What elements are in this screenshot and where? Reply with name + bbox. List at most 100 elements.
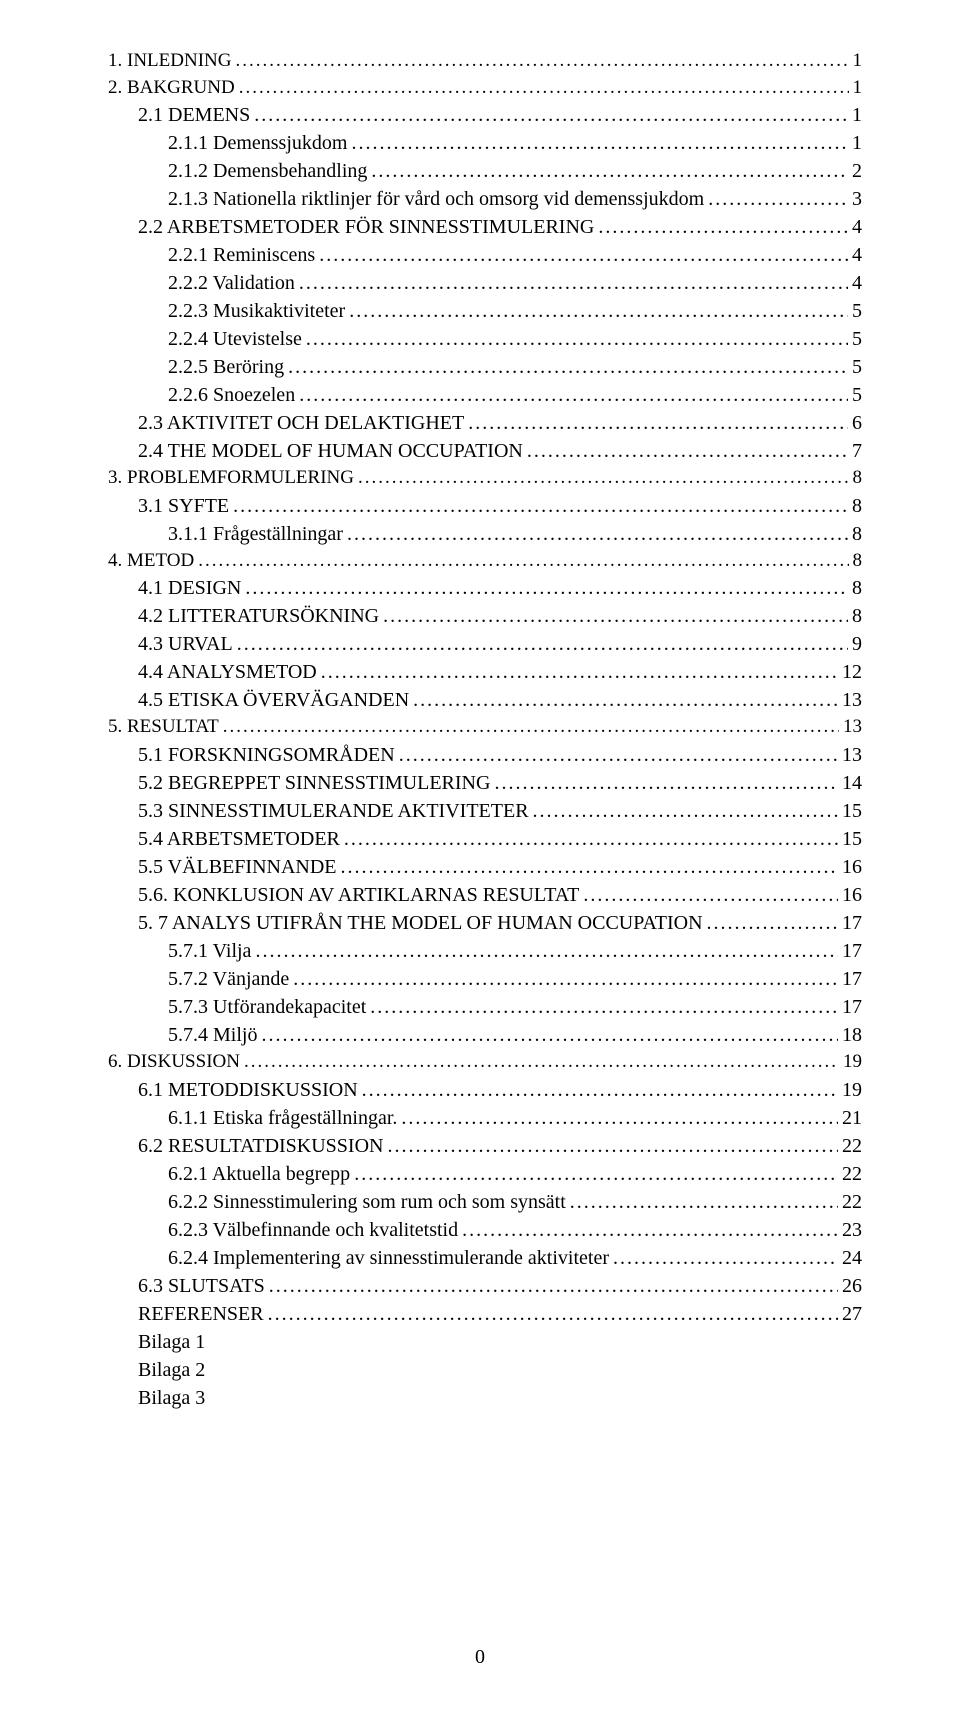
toc-entry-page: 22 xyxy=(842,1160,862,1188)
toc-entry-label: 5.7.3 Utförandekapacitet xyxy=(168,993,366,1021)
toc-leader-dots xyxy=(583,881,838,909)
toc-entry: 5.7.3 Utförandekapacitet17 xyxy=(168,993,862,1021)
document-page: 1. INLEDNING12. BAKGRUND12.1 DEMENS12.1.… xyxy=(0,0,960,1709)
toc-leader-dots xyxy=(261,1021,838,1049)
toc-entry: 6. DISKUSSION19 xyxy=(108,1049,862,1076)
toc-entry-label: 3. PROBLEMFORMULERING xyxy=(108,465,354,492)
toc-entry-page: 8 xyxy=(852,574,862,602)
toc-entry: 4.4 ANALYSMETOD12 xyxy=(138,658,862,686)
toc-entry-page: 9 xyxy=(852,630,862,658)
toc-entry-label: 2.2.2 Validation xyxy=(168,269,295,297)
toc-entry: Bilaga 2 xyxy=(138,1356,862,1384)
toc-entry-label: 2.2.6 Snoezelen xyxy=(168,381,295,409)
toc-entry: 5.4 ARBETSMETODER15 xyxy=(138,825,862,853)
toc-entry-label: 2.1.1 Demenssjukdom xyxy=(168,129,347,157)
toc-entry-page: 21 xyxy=(842,1104,862,1132)
toc-leader-dots xyxy=(245,574,848,602)
toc-entry-label: 6.2.3 Välbefinnande och kvalitetstid xyxy=(168,1216,458,1244)
toc-leader-dots xyxy=(244,1049,839,1076)
toc-entry-label: 2.2.3 Musikaktiviteter xyxy=(168,297,345,325)
toc-entry-page: 8 xyxy=(852,492,862,520)
toc-leader-dots xyxy=(351,129,848,157)
toc-leader-dots xyxy=(349,297,848,325)
toc-entry-page: 22 xyxy=(842,1188,862,1216)
toc-entry: 4.1 DESIGN8 xyxy=(138,574,862,602)
toc-entry-page: 1 xyxy=(853,48,863,75)
toc-entry: 5.3 SINNESSTIMULERANDE AKTIVITETER15 xyxy=(138,797,862,825)
toc-entry-label: 4.5 ETISKA ÖVERVÄGANDEN xyxy=(138,686,409,714)
toc-entry: 2.2.5 Beröring5 xyxy=(168,353,862,381)
toc-entry-label: 6.2.1 Aktuella begrepp xyxy=(168,1160,350,1188)
toc-entry-page: 19 xyxy=(842,1076,862,1104)
toc-leader-dots xyxy=(299,269,848,297)
toc-entry-label: 2.4 THE MODEL OF HUMAN OCCUPATION xyxy=(138,437,523,465)
toc-entry-label: Bilaga 2 xyxy=(138,1356,205,1384)
toc-entry: 2.2.1 Reminiscens4 xyxy=(168,241,862,269)
toc-entry: 5.6. KONKLUSION AV ARTIKLARNAS RESULTAT1… xyxy=(138,881,862,909)
toc-leader-dots xyxy=(306,325,848,353)
toc-entry-page: 7 xyxy=(852,437,862,465)
toc-entry-page: 5 xyxy=(852,297,862,325)
toc-entry-page: 1 xyxy=(852,129,862,157)
toc-entry: 4.5 ETISKA ÖVERVÄGANDEN 13 xyxy=(138,686,862,714)
toc-entry-page: 12 xyxy=(842,658,862,686)
toc-entry-page: 4 xyxy=(852,213,862,241)
toc-entry-label: 3.1 SYFTE xyxy=(138,492,229,520)
toc-entry-page: 6 xyxy=(852,409,862,437)
toc-leader-dots xyxy=(401,1104,838,1132)
toc-entry-page: 8 xyxy=(852,602,862,630)
toc-entry-label: 5.7.2 Vänjande xyxy=(168,965,289,993)
toc-entry: 2.4 THE MODEL OF HUMAN OCCUPATION 7 xyxy=(138,437,862,465)
toc-entry-label: 5.1 FORSKNINGSOMRÅDEN xyxy=(138,741,395,769)
toc-entry-label: Bilaga 3 xyxy=(138,1384,205,1412)
toc-entry: 6.2 RESULTATDISKUSSION 22 xyxy=(138,1132,862,1160)
toc-entry-page: 3 xyxy=(852,185,862,213)
toc-entry-label: 5.5 VÄLBEFINNANDE xyxy=(138,853,337,881)
toc-entry-page: 22 xyxy=(842,1132,862,1160)
toc-entry-label: 6.2.2 Sinnesstimulering som rum och som … xyxy=(168,1188,566,1216)
toc-leader-dots xyxy=(319,241,848,269)
toc-entry-page: 15 xyxy=(842,797,862,825)
toc-entry: 2. BAKGRUND1 xyxy=(108,75,862,102)
toc-entry-label: 6.1.1 Etiska frågeställningar. xyxy=(168,1104,397,1132)
toc-entry-page: 15 xyxy=(842,825,862,853)
toc-entry-page: 27 xyxy=(842,1300,862,1328)
toc-entry-page: 17 xyxy=(842,909,862,937)
toc-entry: Bilaga 1 xyxy=(138,1328,862,1356)
toc-entry-label: 2. BAKGRUND xyxy=(108,75,235,102)
toc-entry-page: 24 xyxy=(842,1244,862,1272)
toc-entry: 5.1 FORSKNINGSOMRÅDEN13 xyxy=(138,741,862,769)
toc-entry-label: 2.2.4 Utevistelse xyxy=(168,325,302,353)
toc-leader-dots xyxy=(347,520,848,548)
toc-entry-label: 2.2.1 Reminiscens xyxy=(168,241,315,269)
toc-leader-dots xyxy=(383,602,848,630)
toc-entry-label: 6.2 RESULTATDISKUSSION xyxy=(138,1132,383,1160)
toc-entry-page: 26 xyxy=(842,1272,862,1300)
toc-entry: 2.2 ARBETSMETODER FÖR SINNESSTIMULERING4 xyxy=(138,213,862,241)
toc-entry-label: 5.2 BEGREPPET SINNESSTIMULERING xyxy=(138,769,490,797)
toc-entry-page: 16 xyxy=(842,853,862,881)
toc-entry-label: REFERENSER xyxy=(138,1300,264,1328)
toc-entry-label: 1. INLEDNING xyxy=(108,48,231,75)
toc-leader-dots xyxy=(362,1076,838,1104)
toc-leader-dots xyxy=(707,909,838,937)
toc-leader-dots xyxy=(254,101,848,129)
toc-leader-dots xyxy=(371,157,848,185)
toc-entry: 5.2 BEGREPPET SINNESSTIMULERING14 xyxy=(138,769,862,797)
toc-entry: 3.1.1 Frågeställningar8 xyxy=(168,520,862,548)
toc-entry-label: 4. METOD xyxy=(108,548,194,575)
toc-entry-page: 13 xyxy=(843,714,862,741)
toc-entry: 2.2.3 Musikaktiviteter 5 xyxy=(168,297,862,325)
toc-entry-page: 19 xyxy=(843,1049,862,1076)
toc-entry-page: 5 xyxy=(852,381,862,409)
toc-entry: 5.5 VÄLBEFINNANDE 16 xyxy=(138,853,862,881)
toc-leader-dots xyxy=(370,993,838,1021)
toc-entry-page: 13 xyxy=(842,686,862,714)
toc-entry-label: 6.2.4 Implementering av sinnesstimuleran… xyxy=(168,1244,609,1272)
toc-entry: 2.1.1 Demenssjukdom 1 xyxy=(168,129,862,157)
toc-leader-dots xyxy=(237,630,848,658)
toc-entry-label: 5.7.1 Vilja xyxy=(168,937,251,965)
toc-entry-page: 23 xyxy=(842,1216,862,1244)
toc-entry: 2.2.6 Snoezelen 5 xyxy=(168,381,862,409)
toc-entry-label: 5.6. KONKLUSION AV ARTIKLARNAS RESULTAT xyxy=(138,881,579,909)
